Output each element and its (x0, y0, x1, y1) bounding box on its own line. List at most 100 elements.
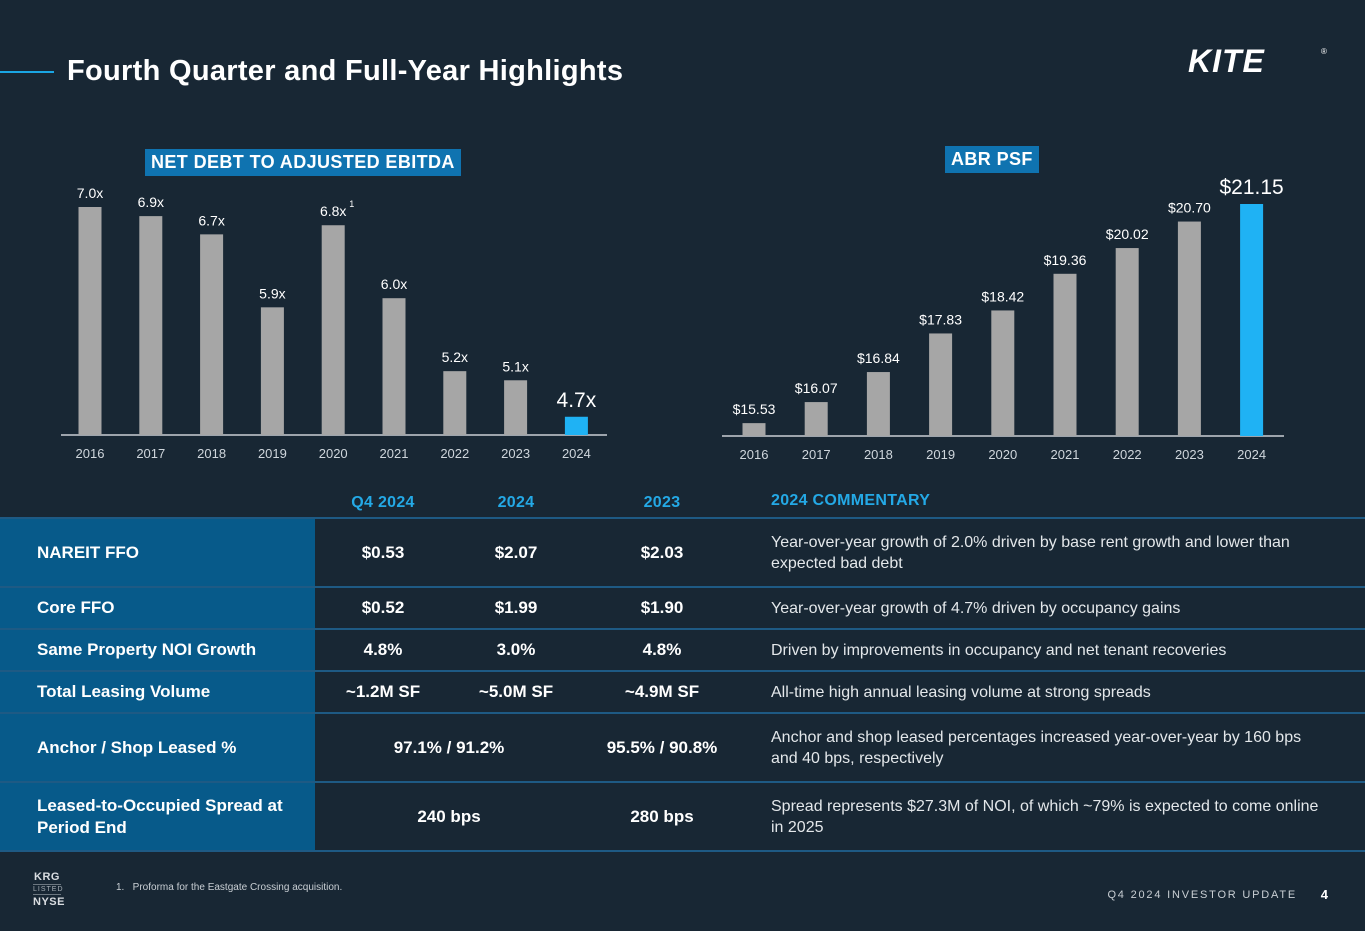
page-title: Fourth Quarter and Full-Year Highlights (67, 55, 624, 87)
cell-2024: 3.0% (496, 640, 536, 659)
row-label: Core FFO (0, 588, 315, 628)
abr-psf-bar-2019 (929, 333, 953, 436)
abr-psf-tick-label-2021: 2021 (1051, 447, 1080, 462)
net-debt-bar-2024 (564, 416, 588, 435)
title-accent-line (0, 71, 54, 73)
table-row: Anchor / Shop Leased % 97.1% / 91.2% 95.… (0, 712, 1365, 781)
net-debt-tick-label-2024: 2024 (562, 446, 591, 461)
kite-logo: KITE ® (1188, 44, 1327, 76)
net-debt-bar-2019 (260, 307, 284, 435)
net-debt-tick-label-2023: 2023 (501, 446, 530, 461)
footnote: 1. Proforma for the Eastgate Crossing ac… (116, 882, 343, 893)
chart-title-abr-psf: ABR PSF (945, 146, 1039, 173)
highlights-table: Q4 2024 2024 2023 2024 COMMENTARY NAREIT… (0, 486, 1365, 852)
ticker: KRG (34, 871, 60, 883)
page-number: 4 (1320, 887, 1328, 902)
row-label: Leased-to-Occupied Spread at Period End (0, 783, 315, 850)
abr-psf-bar-2018 (866, 372, 890, 436)
net-debt-value-label-2017: 6.9x (138, 194, 164, 210)
net-debt-bar-2021 (382, 298, 406, 435)
abr-psf-value-label-2019: $17.83 (919, 311, 962, 327)
table-header: Q4 2024 2024 2023 2024 COMMENTARY (0, 486, 1365, 517)
cell-commentary: Spread represents $27.3M of NOI, of whic… (771, 797, 1319, 836)
abr-psf-value-label-2017: $16.07 (795, 380, 838, 396)
abr-psf-bar-2024 (1240, 204, 1264, 436)
abr-psf-chart: $15.53 2016 $16.07 2017 $16.84 2018 $17.83 2019… (722, 176, 1284, 462)
cell-2024: ~5.0M SF (478, 682, 554, 701)
cell-2023: 4.8% (642, 640, 682, 659)
abr-psf-value-label-2020: $18.42 (981, 288, 1024, 304)
net-debt-bar-2018 (200, 234, 224, 435)
table-row: Leased-to-Occupied Spread at Period End … (0, 781, 1365, 852)
net-debt-tick-label-2017: 2017 (136, 446, 165, 461)
net-debt-tick-label-2021: 2021 (380, 446, 409, 461)
abr-psf-tick-label-2016: 2016 (740, 447, 769, 462)
net-debt-bar-2022 (443, 371, 467, 435)
net-debt-tick-label-2019: 2019 (258, 446, 287, 461)
cell-2023: 95.5% / 90.8% (606, 737, 718, 757)
cell-commentary: Year-over-year growth of 2.0% driven by … (771, 533, 1290, 572)
logo-text: KITE (1188, 44, 1266, 76)
deck-name: Q4 2024 INVESTOR UPDATE (1107, 889, 1297, 901)
net-debt-tick-label-2020: 2020 (319, 446, 348, 461)
registered-mark: ® (1321, 47, 1327, 56)
abr-psf-value-label-2022: $20.02 (1106, 226, 1149, 242)
net-debt-value-label-2024: 4.7x (557, 389, 597, 412)
net-debt-tick-label-2018: 2018 (197, 446, 226, 461)
net-debt-chart: 7.0x 2016 6.9x 2017 6.7x 2018 5.9x 2019 6.8x 1 202… (61, 185, 607, 461)
exchange: NYSE (33, 896, 65, 908)
cell-q4: 4.8% (363, 640, 403, 659)
abr-psf-bar-2016 (742, 423, 766, 436)
abr-psf-bar-2021 (1053, 273, 1077, 436)
net-debt-value-label-2016: 7.0x (77, 185, 103, 201)
chart-title-net-debt: NET DEBT TO ADJUSTED EBITDA (145, 149, 461, 176)
abr-psf-tick-label-2024: 2024 (1237, 447, 1266, 462)
col-header-q4-2024: Q4 2024 (351, 494, 415, 511)
table-row: Core FFO $0.52 $1.99 $1.90 Year-over-yea… (0, 586, 1365, 628)
row-label: Anchor / Shop Leased % (0, 714, 315, 781)
cell-commentary: Year-over-year growth of 4.7% driven by … (771, 599, 1181, 617)
cell-2023: ~4.9M SF (624, 682, 700, 701)
abr-psf-tick-label-2023: 2023 (1175, 447, 1204, 462)
cell-2024: $2.07 (494, 542, 538, 562)
abr-psf-bar-2022 (1115, 248, 1139, 436)
abr-psf-bar-2020 (991, 310, 1015, 436)
net-debt-bar-2017 (139, 216, 163, 435)
abr-psf-value-label-2021: $19.36 (1044, 252, 1087, 268)
abr-psf-tick-label-2018: 2018 (864, 447, 893, 462)
net-debt-value-label-2021: 6.0x (381, 276, 407, 292)
net-debt-value-label-2018: 6.7x (198, 212, 224, 228)
col-header-commentary: 2024 COMMENTARY (771, 492, 931, 509)
cell-2024: $1.99 (494, 598, 538, 617)
abr-psf-tick-label-2019: 2019 (926, 447, 955, 462)
cell-commentary: Driven by improvements in occupancy and … (771, 641, 1227, 659)
abr-psf-value-label-2018: $16.84 (857, 350, 900, 366)
row-label: Total Leasing Volume (0, 672, 315, 712)
net-debt-bar-2020 (321, 225, 345, 435)
abr-psf-value-label-2023: $20.70 (1168, 200, 1211, 216)
abr-psf-bar-2023 (1177, 221, 1201, 436)
abr-psf-value-label-2016: $15.53 (733, 401, 776, 417)
abr-psf-tick-label-2017: 2017 (802, 447, 831, 462)
col-header-2023: 2023 (643, 494, 681, 511)
table-row: Total Leasing Volume ~1.2M SF ~5.0M SF ~… (0, 670, 1365, 712)
net-debt-value-label-2019: 5.9x (259, 285, 285, 301)
cell-commentary: All-time high annual leasing volume at s… (771, 683, 1151, 701)
cell-commentary: Anchor and shop leased percentages incre… (771, 728, 1302, 767)
abr-psf-tick-label-2022: 2022 (1113, 447, 1142, 462)
row-label: Same Property NOI Growth (0, 630, 315, 670)
net-debt-tick-label-2016: 2016 (76, 446, 105, 461)
net-debt-footnote-marker: 1 (349, 199, 354, 209)
abr-psf-value-label-2024: $21.15 (1219, 176, 1283, 199)
cell-q4-2024-merged: 97.1% / 91.2% (393, 737, 505, 757)
net-debt-value-label-2020: 6.8x (320, 203, 346, 219)
net-debt-bar-2016 (78, 207, 102, 435)
nyse-listed-badge: KRG LISTED NYSE (33, 871, 65, 908)
net-debt-bar-2023 (504, 380, 528, 435)
cell-q4: $0.52 (361, 598, 405, 617)
net-debt-value-label-2023: 5.1x (502, 358, 528, 374)
cell-2023: $1.90 (640, 598, 684, 617)
net-debt-tick-label-2022: 2022 (440, 446, 469, 461)
cell-q4-2024-merged: 240 bps (417, 806, 481, 826)
net-debt-value-label-2022: 5.2x (442, 349, 468, 365)
